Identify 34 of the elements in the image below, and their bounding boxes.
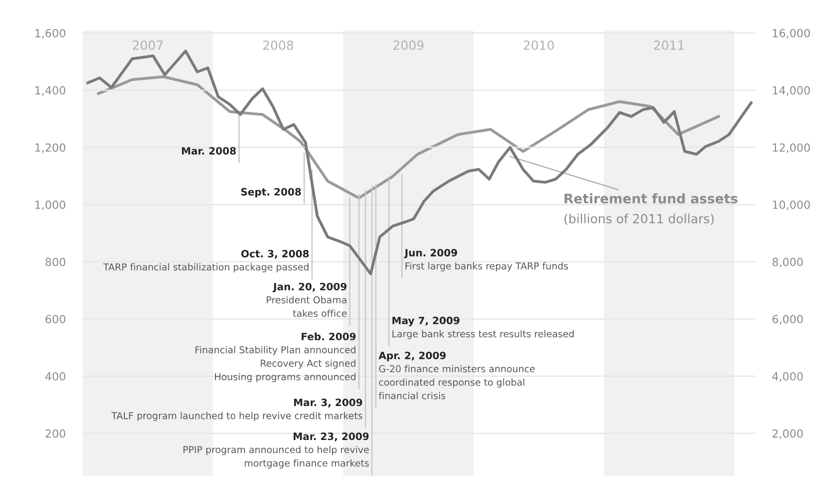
y-tick-label: 400 <box>45 372 66 381</box>
annotation: Feb. 2009 Financial Stability Plan announced Recovery Act signed Housing programs announced <box>196 332 356 382</box>
y2-tick-label: 12,000 <box>772 143 810 153</box>
y-tick-label: 1,000 <box>35 200 66 210</box>
annotation: Jun. 2009 First large banks repay TARP funds <box>404 248 568 272</box>
annotation: Jan. 20, 2009 President Obama takes office <box>266 282 347 317</box>
text: Retirement fund assets <box>564 193 738 204</box>
x-tick-label: 2011 <box>654 40 684 50</box>
annotation: Oct. 3, 2008 TARP financial stabilization package passed <box>103 250 309 272</box>
annotation: Mar. 23, 2009 PPIP program announced to help revive mortgage finance markets <box>184 432 369 468</box>
y2-tick-label: 14,000 <box>772 86 810 96</box>
y-tick-label: 200 <box>46 429 66 438</box>
annotation: May 7, 2009 Large bank stress test results released <box>392 316 574 340</box>
annotation: (billions of 2011 dollars) <box>564 214 714 225</box>
y-tick-label: 1,400 <box>35 86 66 96</box>
x-tick-label: 2009 <box>393 40 424 50</box>
y-tick-label: 1,600 <box>35 28 66 39</box>
x-tick-label: 2007 <box>132 40 163 50</box>
x-tick-label: 2010 <box>524 40 554 50</box>
y2-tick-label: 8,000 <box>772 258 803 268</box>
y2-tick-label: 16,000 <box>772 28 810 39</box>
y-tick-label: 800 <box>46 258 66 266</box>
y2-tick-label: 2,000 <box>772 429 803 439</box>
y2-tick-label: 10,000 <box>772 200 810 210</box>
x-tick-label: 2008 <box>263 40 294 50</box>
annotation: Sept. 2008 <box>241 188 301 198</box>
annotation: Mar. 2008 <box>182 147 236 155</box>
y2-tick-label: 4,000 <box>772 372 803 382</box>
line-series <box>86 50 753 276</box>
y-tick-label: 1,200 <box>35 143 66 153</box>
annotation: Mar. 3, 2009 TALF program launched to help revive credit markets <box>111 398 362 422</box>
y-tick-label: 600 <box>46 314 66 324</box>
y2-tick-label: 6,000 <box>772 314 803 324</box>
annotation: Apr. 2, 2009 G-20 finance ministers announce coordinated response to global financial crisis <box>378 352 535 400</box>
